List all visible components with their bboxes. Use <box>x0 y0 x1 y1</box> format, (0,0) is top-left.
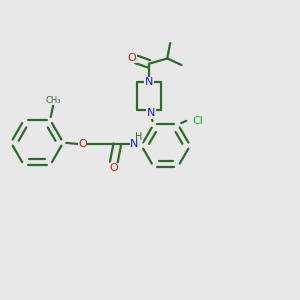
Text: Cl: Cl <box>192 116 203 126</box>
Text: O: O <box>78 139 87 149</box>
Text: CH₃: CH₃ <box>45 96 61 105</box>
Text: N: N <box>147 108 155 118</box>
Text: N: N <box>130 139 139 149</box>
Text: N: N <box>145 77 153 87</box>
Text: H: H <box>135 132 142 142</box>
Text: O: O <box>128 53 136 63</box>
Text: O: O <box>110 164 118 173</box>
